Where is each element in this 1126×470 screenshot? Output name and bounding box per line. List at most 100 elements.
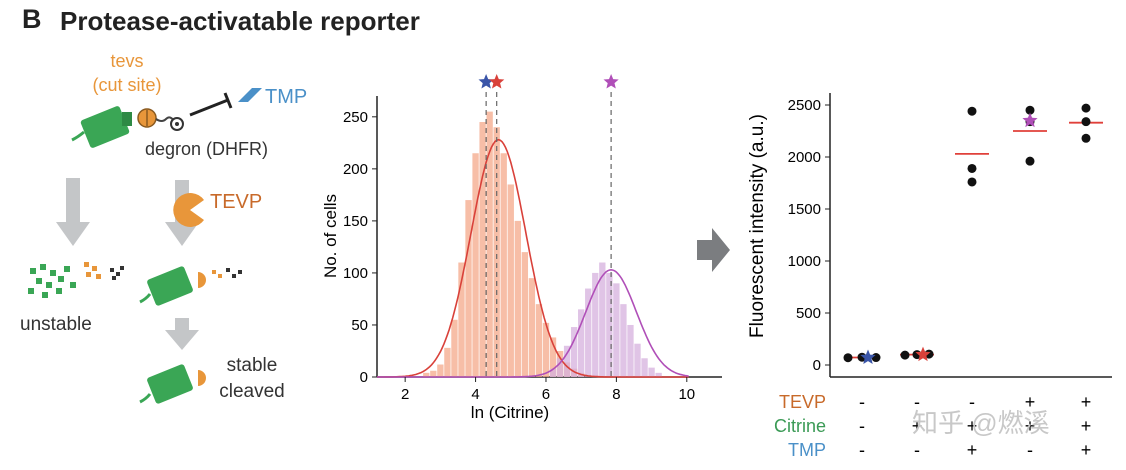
scatter-star-icon [860, 349, 876, 364]
hist-bar [592, 272, 599, 377]
scatter-point [1025, 105, 1035, 115]
tevp-protease-icon [173, 192, 204, 227]
condition-value: + [1081, 416, 1092, 436]
scatter-y-axis-label: Fluorescent intensity (a.u.) [747, 114, 768, 338]
hist-y-tick-label: 50 [351, 317, 368, 334]
hist-bar [528, 278, 536, 377]
stable-cleaved-icon [139, 364, 206, 404]
hist-bar [641, 358, 648, 377]
scatter-point [1081, 103, 1091, 113]
down-arrow-icon [56, 178, 90, 246]
hist-bar [606, 272, 613, 377]
hist-y-tick-label: 0 [360, 369, 368, 386]
scatter-point [967, 177, 977, 187]
hist-bar [613, 283, 620, 377]
stable-label-line1: stable [227, 355, 278, 376]
hist-bar [549, 368, 557, 377]
hist-bar [648, 367, 655, 377]
hist-fit-curve [377, 268, 689, 378]
condition-value: + [1081, 392, 1092, 412]
degron-label: degron (DHFR) [145, 139, 268, 159]
scatter-point [1025, 156, 1035, 166]
condition-label: TEVP [779, 392, 826, 412]
hist-bar [627, 324, 634, 377]
histogram-chart: 0 50 100 150 200 250 2 4 6 8 10 ln (Citrine) No. … [321, 74, 722, 422]
condition-value: - [914, 440, 920, 460]
degraded-fragments-icon [28, 262, 124, 298]
hist-x-tick-label: 2 [401, 386, 409, 403]
hist-y-tick-label: 100 [343, 265, 368, 282]
scatter-point [871, 353, 881, 363]
schematic: tevs (cut site) TMP degron (DHFR) [20, 51, 307, 404]
hist-bar [578, 309, 585, 377]
hist-bar [458, 262, 465, 377]
condition-value: + [1025, 392, 1036, 412]
down-arrow-icon [165, 318, 199, 350]
hist-bar [549, 337, 557, 377]
hist-bar [493, 127, 500, 377]
hist-bar [563, 345, 571, 377]
hist-bar [472, 153, 479, 377]
scatter-y-tick-label: 1000 [788, 253, 821, 270]
hist-bar [521, 252, 529, 377]
condition-value: + [967, 416, 978, 436]
hist-x-tick-label: 8 [612, 386, 620, 403]
scatter-point [1081, 117, 1091, 127]
hist-y-tick-label: 200 [343, 161, 368, 178]
cleaved-construct-icon [139, 266, 242, 306]
condition-value: + [1081, 440, 1092, 460]
hist-marker-star-icon [603, 74, 619, 89]
hist-bar [479, 122, 486, 377]
unstable-label: unstable [20, 314, 92, 335]
hist-marker-star-icon [489, 74, 505, 89]
hist-x-axis-label: ln (Citrine) [471, 403, 549, 422]
hist-x-tick-label: 6 [542, 386, 550, 403]
hist-bar [507, 184, 514, 377]
inhibition-icon [189, 92, 233, 117]
hist-bar [444, 347, 451, 377]
panel-letter: B [22, 4, 42, 34]
cut-site-label-line1: tevs [110, 51, 143, 71]
hist-y-axis-label: No. of cells [321, 194, 340, 278]
scatter-point [967, 106, 977, 116]
scatter-chart: 0 500 1000 1500 2000 2500 TEVP - - - + + Citrine - + +… [747, 93, 1112, 460]
hist-bar [620, 304, 627, 377]
condition-value: - [1027, 440, 1033, 460]
scatter-point [1081, 133, 1091, 143]
condition-value: - [859, 440, 865, 460]
hist-bar [599, 262, 606, 377]
condition-value: - [914, 392, 920, 412]
condition-value: - [859, 416, 865, 436]
scatter-point [843, 353, 853, 363]
hist-fit-curve [377, 138, 689, 378]
hist-bar [655, 372, 662, 377]
transition-arrow-icon [697, 228, 730, 272]
condition-value: + [912, 416, 923, 436]
hist-bar [556, 358, 564, 377]
hist-bar [535, 304, 543, 377]
hist-bar [514, 220, 521, 377]
scatter-point [900, 350, 910, 360]
hist-bar [500, 153, 507, 377]
hist-bar [437, 364, 444, 377]
scatter-star-icon [1022, 112, 1038, 128]
hist-bar [423, 372, 430, 377]
tevp-label: TEVP [210, 191, 262, 213]
scatter-y-tick-label: 1500 [788, 201, 821, 218]
hist-x-tick-label: 4 [471, 386, 479, 403]
hist-bar [465, 200, 472, 377]
stable-label-line2: cleaved [219, 381, 285, 402]
hist-y-tick-label: 150 [343, 213, 368, 230]
scatter-star-icon [915, 346, 931, 362]
scatter-y-tick-label: 0 [813, 357, 821, 374]
tmp-icon [238, 88, 262, 102]
condition-value: + [967, 440, 978, 460]
hist-bar [570, 327, 578, 377]
scatter-y-tick-label: 2500 [788, 97, 821, 114]
reporter-construct-icon [71, 106, 184, 148]
condition-value: - [859, 392, 865, 412]
scatter-y-tick-label: 500 [796, 305, 821, 322]
hist-bar [585, 288, 592, 377]
hist-bar [486, 111, 493, 377]
